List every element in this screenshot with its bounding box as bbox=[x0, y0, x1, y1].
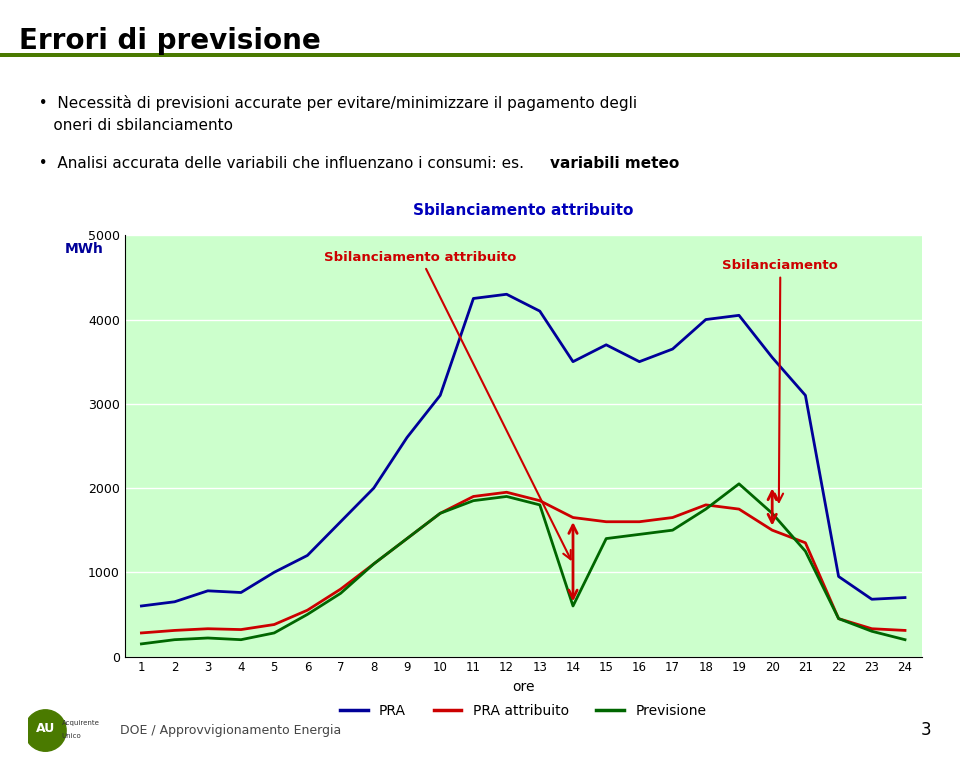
Previsione bbox=[169, 635, 180, 644]
Previsione bbox=[800, 546, 811, 556]
Previsione bbox=[135, 639, 147, 648]
PRA bbox=[900, 593, 911, 602]
Previsione bbox=[766, 509, 778, 518]
Previsione bbox=[667, 525, 679, 534]
Previsione bbox=[567, 601, 579, 610]
Circle shape bbox=[25, 710, 66, 751]
Text: •  Necessità di previsioni accurate per evitare/minimizzare il pagamento degli: • Necessità di previsioni accurate per e… bbox=[29, 95, 636, 111]
PRA bbox=[401, 433, 413, 442]
PRA bbox=[202, 586, 213, 595]
Previsione bbox=[833, 614, 845, 623]
PRA bbox=[634, 357, 645, 366]
Text: DOE / Approvvigionamento Energia: DOE / Approvvigionamento Energia bbox=[120, 723, 341, 737]
PRA attribuito bbox=[368, 559, 379, 568]
Text: MWh: MWh bbox=[65, 241, 104, 256]
PRA attribuito bbox=[634, 517, 645, 526]
PRA bbox=[667, 345, 679, 354]
PRA attribuito bbox=[169, 626, 180, 635]
Text: Errori di previsione: Errori di previsione bbox=[19, 27, 321, 55]
Previsione bbox=[468, 496, 479, 505]
Line: Previsione: Previsione bbox=[141, 483, 905, 644]
PRA bbox=[733, 310, 745, 320]
PRA bbox=[800, 391, 811, 400]
Previsione bbox=[866, 627, 877, 636]
PRA bbox=[269, 568, 280, 577]
PRA bbox=[135, 601, 147, 610]
Text: •  Analisi accurata delle variabili che influenzano i consumi: es.: • Analisi accurata delle variabili che i… bbox=[29, 156, 529, 171]
Text: 3: 3 bbox=[921, 721, 931, 739]
Line: PRA attribuito: PRA attribuito bbox=[141, 493, 905, 633]
PRA attribuito bbox=[301, 606, 313, 615]
PRA bbox=[468, 294, 479, 303]
PRA bbox=[766, 353, 778, 362]
Text: variabili meteo: variabili meteo bbox=[550, 156, 680, 171]
PRA attribuito bbox=[567, 513, 579, 522]
Previsione bbox=[900, 635, 911, 644]
Previsione bbox=[634, 530, 645, 539]
Line: PRA: PRA bbox=[141, 294, 905, 606]
Previsione bbox=[600, 534, 612, 543]
Previsione bbox=[700, 505, 711, 514]
Previsione bbox=[202, 634, 213, 643]
PRA attribuito bbox=[435, 509, 446, 518]
PRA attribuito bbox=[468, 492, 479, 501]
Previsione bbox=[368, 559, 379, 568]
PRA bbox=[435, 391, 446, 400]
Previsione bbox=[435, 509, 446, 518]
Previsione bbox=[301, 610, 313, 619]
PRA attribuito bbox=[600, 517, 612, 526]
PRA attribuito bbox=[335, 584, 347, 594]
Text: oneri di sbilanciamento: oneri di sbilanciamento bbox=[29, 118, 233, 133]
Previsione bbox=[733, 479, 745, 488]
Text: AU: AU bbox=[36, 722, 55, 735]
PRA bbox=[600, 340, 612, 349]
PRA attribuito bbox=[235, 625, 247, 634]
Text: Sbilanciamento: Sbilanciamento bbox=[722, 259, 838, 502]
PRA attribuito bbox=[866, 624, 877, 633]
PRA attribuito bbox=[700, 500, 711, 509]
PRA bbox=[368, 483, 379, 493]
PRA bbox=[567, 357, 579, 366]
PRA bbox=[235, 588, 247, 597]
PRA attribuito bbox=[135, 628, 147, 638]
Text: Sbilanciamento attribuito: Sbilanciamento attribuito bbox=[413, 203, 634, 219]
PRA bbox=[833, 572, 845, 581]
Previsione bbox=[235, 635, 247, 644]
PRA attribuito bbox=[401, 534, 413, 543]
Previsione bbox=[269, 628, 280, 638]
PRA attribuito bbox=[501, 488, 513, 497]
Previsione bbox=[534, 500, 545, 509]
PRA bbox=[866, 595, 877, 604]
PRA attribuito bbox=[202, 624, 213, 633]
X-axis label: ore: ore bbox=[512, 680, 535, 694]
Previsione bbox=[501, 492, 513, 501]
PRA attribuito bbox=[534, 496, 545, 505]
Text: Sbilanciamento attribuito: Sbilanciamento attribuito bbox=[324, 250, 571, 559]
PRA bbox=[501, 290, 513, 299]
PRA attribuito bbox=[800, 538, 811, 547]
PRA bbox=[301, 551, 313, 560]
Previsione bbox=[401, 534, 413, 543]
PRA bbox=[169, 597, 180, 606]
PRA attribuito bbox=[766, 525, 778, 534]
PRA bbox=[700, 315, 711, 324]
PRA bbox=[534, 307, 545, 316]
PRA attribuito bbox=[900, 626, 911, 635]
Text: Unico: Unico bbox=[61, 733, 82, 739]
Previsione bbox=[335, 589, 347, 598]
PRA attribuito bbox=[833, 614, 845, 623]
PRA attribuito bbox=[269, 620, 280, 629]
PRA attribuito bbox=[667, 513, 679, 522]
Legend: PRA, PRA attribuito, Previsione: PRA, PRA attribuito, Previsione bbox=[334, 698, 712, 723]
PRA bbox=[335, 517, 347, 526]
Text: Acquirente: Acquirente bbox=[61, 720, 100, 726]
PRA attribuito bbox=[733, 505, 745, 514]
